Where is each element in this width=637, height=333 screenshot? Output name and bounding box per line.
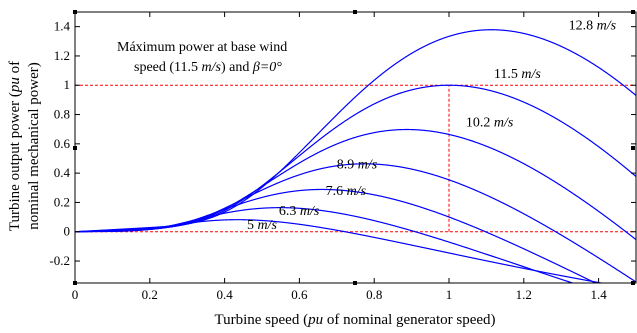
curve-label-7-6: 7.6 m/s: [326, 184, 367, 199]
y-axis-label-b: of: [7, 61, 23, 77]
curve-label-unit: m/s: [494, 115, 514, 130]
x-tick-label: 0.2: [142, 287, 158, 302]
y-tick-label: -0.2: [49, 253, 70, 268]
curve-label-unit: m/s: [521, 67, 541, 82]
curve-label-speed: 8.9: [337, 158, 358, 173]
figure-handle-mid-right: [631, 146, 635, 150]
y-tick-label: 0.4: [54, 165, 71, 180]
x-axis-label: Turbine speed (pu of nominal generator s…: [214, 312, 495, 328]
axis-ticks: [74, 12, 636, 283]
annotation-line-1: Máximum power at base wind: [117, 40, 287, 55]
curve-label-11-5: 11.5 m/s: [494, 67, 541, 82]
x-tick-label: 1: [446, 287, 453, 302]
y-tick-label: 0.8: [54, 107, 70, 122]
curve-label-5: 5 m/s: [247, 218, 277, 233]
curve-label-speed: 5: [247, 218, 257, 233]
y-axis-label-pu: pu: [7, 77, 23, 93]
curve-label-6-3: 6.3 m/s: [279, 204, 320, 219]
x-tick-label: 0.4: [216, 287, 233, 302]
x-tick-label: 1.4: [590, 287, 607, 302]
x-tick-label: 0: [72, 287, 79, 302]
plot-area: [75, 12, 636, 283]
curve-label-unit: m/s: [300, 204, 320, 219]
power-curve-12-8: [75, 29, 636, 233]
curve-label-unit: m/s: [258, 218, 278, 233]
curve-label-10-2: 10.2 m/s: [466, 115, 514, 130]
figure-handle-bottom-mid: [353, 281, 357, 285]
curve-labels: 5 m/s6.3 m/s7.6 m/s8.9 m/s10.2 m/s11.5 m…: [247, 19, 617, 233]
x-tick-label: 0.8: [366, 287, 382, 302]
x-tick-label: 1.2: [516, 287, 532, 302]
figure-handle-bottom-left: [73, 281, 77, 285]
annotation-unit: m/s: [202, 60, 222, 75]
x-axis-label-b: of nominal generator speed): [323, 312, 495, 328]
x-axis-label-pu: pu: [307, 312, 323, 328]
annotation-line-2-a: speed (11.5: [134, 60, 202, 75]
y-axis-label-line-2: nominal mechanical power): [26, 62, 42, 229]
x-tick-label: 0.6: [291, 287, 308, 302]
curve-label-8-9: 8.9 m/s: [337, 158, 378, 173]
annotation-line-2: speed (11.5 m/s) and β=0°: [134, 60, 282, 75]
curve-label-unit: m/s: [347, 184, 367, 199]
figure-handle-top-left: [73, 10, 77, 14]
y-axis-label-a: Turbine output power (: [7, 92, 23, 231]
y-tick-label: 1.4: [54, 19, 71, 34]
curve-label-12-8: 12.8 m/s: [569, 19, 617, 34]
curve-label-speed: 12.8: [569, 19, 597, 34]
curve-label-speed: 6.3: [279, 204, 300, 219]
y-tick-label: 1: [64, 77, 71, 92]
curve-label-speed: 7.6: [326, 184, 347, 199]
y-tick-label: 0: [64, 224, 71, 239]
y-tick-label: 1.2: [54, 48, 70, 63]
y-tick-label: 0.6: [54, 136, 71, 151]
annotation-line-2-b: ) and: [221, 60, 253, 75]
annotation-beta: β=0°: [252, 60, 282, 75]
power-curve-11-5: [75, 84, 636, 233]
x-axis-label-a: Turbine speed (: [214, 312, 308, 328]
figure-handle-top-right: [631, 10, 635, 14]
reference-lines: [75, 84, 636, 233]
y-tick-labels: -0.2 0 0.2 0.4 0.6 0.8 1 1.2 1.4: [49, 19, 70, 268]
curve-label-speed: 11.5: [494, 67, 521, 82]
figure-handle-bottom-right: [631, 281, 635, 285]
power-curves: [75, 29, 636, 283]
figure-handle-mid-left: [73, 146, 77, 150]
x-tick-labels: 0 0.2 0.4 0.6 0.8 1 1.2 1.4: [72, 287, 607, 302]
curve-label-unit: m/s: [358, 158, 378, 173]
figure-handle-top-mid: [353, 10, 357, 14]
y-tick-label: 0.2: [54, 194, 70, 209]
curve-label-unit: m/s: [597, 19, 617, 34]
curve-label-speed: 10.2: [466, 115, 494, 130]
y-axis-label-line-1: Turbine output power (pu of: [7, 61, 23, 231]
